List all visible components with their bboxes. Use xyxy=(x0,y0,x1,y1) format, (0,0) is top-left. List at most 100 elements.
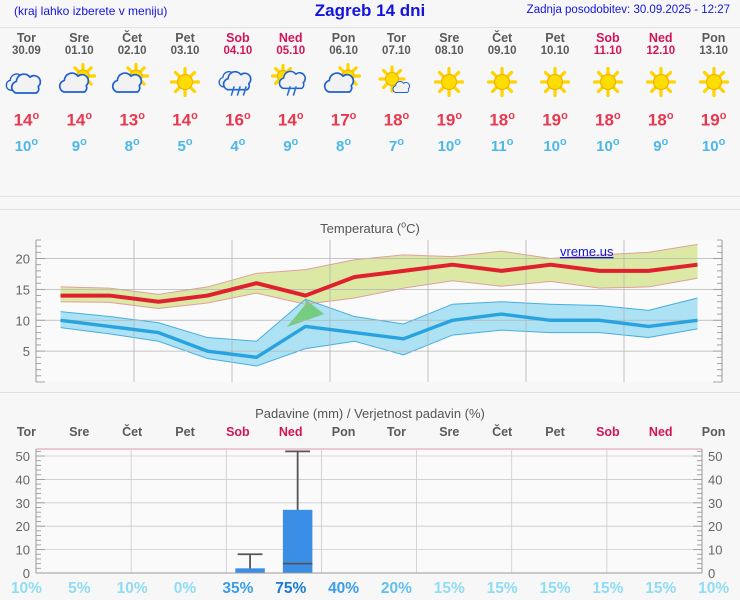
partly-sunny-icon xyxy=(110,60,154,104)
day-date: 09.10 xyxy=(487,45,517,57)
day-date: 02.10 xyxy=(117,45,147,57)
day-column: Sob 04.10 16o 4o xyxy=(211,29,264,161)
precipitation-bar xyxy=(235,568,265,573)
precipitation-day-label: Sob xyxy=(596,425,620,439)
precipitation-probability: 5% xyxy=(68,580,91,597)
degree-symbol: o xyxy=(243,110,251,122)
precipitation-probability: 0% xyxy=(173,580,197,597)
min-temperature-value: 9 xyxy=(283,137,292,155)
degree-symbol: o xyxy=(296,110,304,122)
temperature-y-tick: 10 xyxy=(16,313,30,328)
precipitation-y-tick-left: 50 xyxy=(16,449,30,464)
day-column: Sre 08.10 19o 10o xyxy=(423,29,476,161)
partly-sunny-icon xyxy=(57,60,101,104)
max-temperature: 19o xyxy=(701,106,727,131)
min-temperature: 8o xyxy=(125,133,140,156)
precipitation-day-label: Sre xyxy=(439,425,460,439)
degree-symbol: o xyxy=(138,110,145,122)
degree-symbol: o xyxy=(349,110,357,122)
day-date: 30.09 xyxy=(12,45,41,57)
min-temperature-value: 10 xyxy=(596,137,613,155)
precipitation-y-tick-left: 40 xyxy=(16,472,30,487)
day-date: 08.10 xyxy=(434,45,464,57)
precipitation-probability: 10% xyxy=(10,580,42,597)
day-column: Ned 12.10 18o 9o xyxy=(634,29,687,161)
precipitation-probability: 75% xyxy=(275,580,307,597)
precipitation-probability: 15% xyxy=(486,580,518,597)
page-header: (kraj lahko izberete v meniju) Zagreb 14… xyxy=(0,0,740,28)
temperature-chart-title-text: Temperatura (oC) xyxy=(320,220,420,237)
page-title: Zagreb 14 dni xyxy=(314,1,426,20)
degree-symbol: o xyxy=(506,135,514,148)
max-temperature-value: 13 xyxy=(119,110,139,130)
max-temperature-value: 18 xyxy=(489,110,509,130)
min-temperature-value: 9 xyxy=(653,137,662,155)
degree-symbol: o xyxy=(402,110,410,122)
watermark-link[interactable]: vreme.us xyxy=(560,244,614,259)
min-temperature-value: 8 xyxy=(336,137,345,155)
sunny-icon xyxy=(163,60,207,104)
max-temperature-value: 17 xyxy=(330,110,350,130)
precipitation-day-labels: Tor Sre Čet Pet Sob Ned Pon Tor Sre Čet Pet Sob Ned P… xyxy=(0,425,740,443)
precipitation-chart-title: Padavine (mm) / Verjetnost padavin (%) xyxy=(255,406,485,421)
day-name: Sob xyxy=(226,31,250,45)
precipitation-probability: 15% xyxy=(539,580,571,597)
precipitation-y-tick-right: 0 xyxy=(708,566,715,578)
precipitation-day-label: Tor xyxy=(386,425,407,439)
day-column: Pet 10.10 19o 10o xyxy=(529,29,582,161)
precipitation-y-tick-right: 40 xyxy=(708,472,722,487)
day-date: 05.10 xyxy=(276,45,306,57)
min-temperature: 10o xyxy=(15,133,38,156)
min-temperature: 10o xyxy=(438,133,461,156)
min-temperature-value: 10 xyxy=(701,137,719,155)
precipitation-probability: 10% xyxy=(698,580,730,597)
precipitation-probability-row: 10% 5% 10% 0% 35% 75% 40% 20% 15% 15% 15% 15% 15% 10% xyxy=(0,578,740,600)
max-temperature: 18o xyxy=(489,106,515,131)
day-date: 07.10 xyxy=(382,45,411,57)
min-temperature: 9o xyxy=(653,133,668,156)
max-temperature: 18o xyxy=(384,106,410,131)
day-column: Čet 02.10 13o 8o xyxy=(106,29,159,161)
min-temperature: 10o xyxy=(596,133,619,156)
day-name: Pon xyxy=(701,31,726,45)
day-date: 03.10 xyxy=(170,45,200,57)
max-temperature: 19o xyxy=(542,106,568,131)
min-temperature-value: 5 xyxy=(177,137,186,155)
max-temperature-value: 16 xyxy=(225,110,244,130)
temperature-y-tick: 5 xyxy=(23,344,30,359)
max-temperature: 17o xyxy=(331,106,357,131)
day-name: Sre xyxy=(439,31,460,45)
day-name: Pon xyxy=(331,31,356,45)
min-temperature-value: 10 xyxy=(543,137,560,155)
min-temperature-value: 10 xyxy=(437,137,455,155)
precipitation-day-label: Tor xyxy=(16,425,37,439)
day-name: Pet xyxy=(175,31,195,45)
max-temperature: 14o xyxy=(66,106,92,131)
day-name: Ned xyxy=(648,31,673,45)
max-temperature: 13o xyxy=(119,106,145,131)
day-column: Tor 07.10 18o 7o xyxy=(370,29,423,161)
sunny-icon xyxy=(639,60,683,104)
degree-symbol: o xyxy=(238,135,246,148)
day-name: Sre xyxy=(69,31,90,45)
min-temperature-value: 7 xyxy=(388,137,398,155)
precipitation-probability: 15% xyxy=(645,580,677,597)
min-temperature: 7o xyxy=(389,133,404,156)
precipitation-day-label: Pet xyxy=(545,425,565,439)
day-column: Sre 01.10 14o 9o xyxy=(53,29,106,161)
day-column: Pet 03.10 14o 5o xyxy=(159,29,212,161)
degree-symbol: o xyxy=(561,110,568,122)
max-temperature-value: 18 xyxy=(595,110,614,130)
precipitation-y-tick-left: 30 xyxy=(16,496,30,511)
day-name: Tor xyxy=(386,31,407,45)
max-temperature: 14o xyxy=(278,106,304,131)
day-column: Sob 11.10 18o 10o xyxy=(581,29,634,161)
location-menu-note: (kraj lahko izberete v meniju) xyxy=(14,4,168,18)
day-date: 11.10 xyxy=(593,45,622,57)
precipitation-day-label: Čet xyxy=(122,425,143,439)
degree-symbol: o xyxy=(344,135,352,148)
day-name: Čet xyxy=(492,31,513,45)
max-temperature-value: 18 xyxy=(383,110,403,130)
precipitation-probability: 15% xyxy=(433,580,465,597)
